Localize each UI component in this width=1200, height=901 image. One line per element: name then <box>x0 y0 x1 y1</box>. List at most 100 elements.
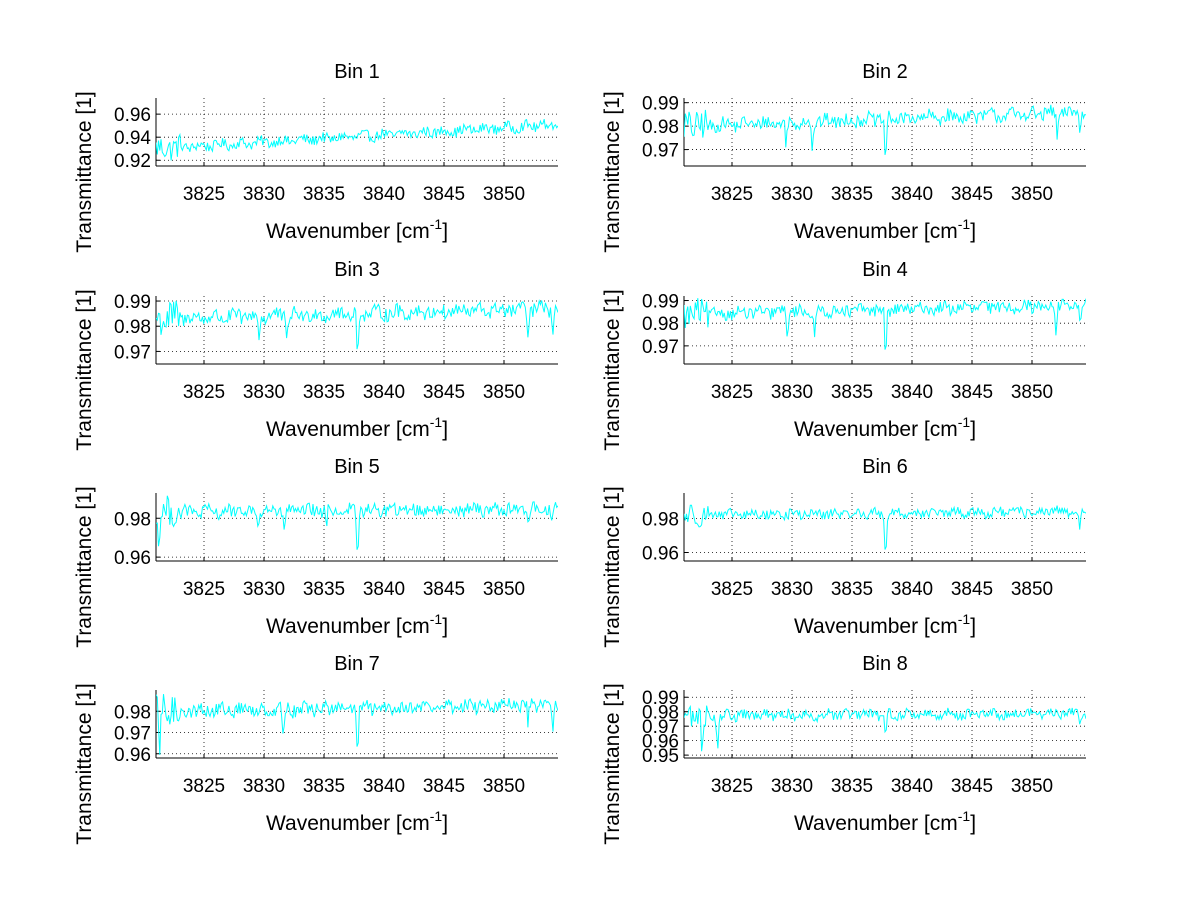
chart-8-ylabel: Transmittance [1] <box>601 683 624 844</box>
chart-6-xtick-label-2: 3835 <box>831 579 873 600</box>
chart-1-series-line <box>156 118 558 161</box>
chart-7-ytick-label-1: 0.97 <box>114 724 151 745</box>
chart-2-ytick-label-2: 0.99 <box>642 94 679 115</box>
chart-7-ytick-label-0: 0.96 <box>114 745 151 766</box>
chart-4-xtick-label-2: 3835 <box>831 382 873 403</box>
chart-1-xtick-label-4: 3845 <box>423 184 465 205</box>
chart-3-xlabel: Wavenumber [cm-1] <box>266 414 448 441</box>
chart-5-ytick-label-1: 0.98 <box>114 509 151 530</box>
chart-6-series-line <box>684 504 1086 550</box>
chart-2-xtick-label-1: 3830 <box>771 184 813 205</box>
chart-4-xtick-label-3: 3840 <box>891 382 933 403</box>
chart-6-xlabel: Wavenumber [cm-1] <box>794 611 976 638</box>
chart-5-xtick-label-4: 3845 <box>423 579 465 600</box>
chart-8-xlabel: Wavenumber [cm-1] <box>794 808 976 835</box>
chart-1-ytick-label-2: 0.96 <box>114 105 151 126</box>
chart-3-xtick-label-4: 3845 <box>423 382 465 403</box>
chart-1-xtick-label-5: 3850 <box>483 184 525 205</box>
chart-7-xlabel: Wavenumber [cm-1] <box>266 808 448 835</box>
chart-8-ytick-label-3: 0.98 <box>642 703 679 724</box>
chart-2-xtick-label-3: 3840 <box>891 184 933 205</box>
chart-5-series-line <box>156 495 558 550</box>
chart-1-ytick-label-1: 0.94 <box>114 128 151 149</box>
chart-5-xtick-label-2: 3835 <box>303 579 345 600</box>
chart-4-ytick-label-1: 0.98 <box>642 314 679 335</box>
chart-4-xtick-label-0: 3825 <box>711 382 753 403</box>
chart-3-xtick-label-2: 3835 <box>303 382 345 403</box>
chart-5: 3825 3830 3835 3840 3845 3850 0.96 0.98 Bin 5 Wav… <box>73 456 558 648</box>
chart-4-series-line <box>684 298 1086 350</box>
chart-5-xlabel: Wavenumber [cm-1] <box>266 611 448 638</box>
chart-1: 3825 3830 3835 3840 3845 3850 0.920.940.96 Bin … <box>73 61 558 253</box>
chart-7-ylabel: Transmittance [1] <box>73 683 96 844</box>
chart-6-xtick-label-0: 3825 <box>711 579 753 600</box>
chart-8-xtick-label-1: 3830 <box>771 776 813 797</box>
chart-3-xtick-label-1: 3830 <box>243 382 285 403</box>
chart-2-ylabel: Transmittance [1] <box>601 91 624 252</box>
chart-2-ytick-label-0: 0.97 <box>642 141 679 162</box>
chart-5-title: Bin 5 <box>334 456 380 478</box>
chart-5-xtick-label-1: 3830 <box>243 579 285 600</box>
chart-6-ytick-label-1: 0.98 <box>642 510 679 531</box>
chart-7-xtick-label-4: 3845 <box>423 776 465 797</box>
chart-4-xtick-label-4: 3845 <box>951 382 993 403</box>
chart-3: 3825 3830 3835 3840 3845 3850 0.97 0.98 0.99 Bin … <box>73 259 558 451</box>
chart-8-xtick-label-4: 3845 <box>951 776 993 797</box>
chart-3-ytick-label-1: 0.98 <box>114 317 151 338</box>
chart-7-ytick-label-2: 0.98 <box>114 702 151 723</box>
chart-5-xtick-label-5: 3850 <box>483 579 525 600</box>
chart-7-xtick-label-5: 3850 <box>483 776 525 797</box>
chart-6-xtick-label-1: 3830 <box>771 579 813 600</box>
chart-3-xtick-label-0: 3825 <box>183 382 225 403</box>
chart-2-xlabel: Wavenumber [cm-1] <box>794 216 976 243</box>
chart-6-xtick-label-5: 3850 <box>1011 579 1053 600</box>
chart-7-xtick-label-3: 3840 <box>363 776 405 797</box>
chart-2-ytick-label-1: 0.98 <box>642 117 679 138</box>
chart-2-title: Bin 2 <box>862 61 908 83</box>
chart-3-ylabel: Transmittance [1] <box>73 289 96 450</box>
chart-7-title: Bin 7 <box>334 653 380 675</box>
chart-8-ytick-label-2: 0.97 <box>642 717 679 738</box>
chart-3-title: Bin 3 <box>334 259 380 281</box>
chart-2-xtick-label-4: 3845 <box>951 184 993 205</box>
chart-4-title: Bin 4 <box>862 259 908 281</box>
chart-5-ylabel: Transmittance [1] <box>73 486 96 647</box>
chart-6: 3825 3830 3835 3840 3845 3850 0.96 0.98 Bin 6 Wav… <box>601 456 1086 648</box>
chart-1-title: Bin 1 <box>334 61 380 83</box>
chart-1-ylabel: Transmittance [1] <box>73 91 96 252</box>
chart-8-ytick-label-0: 0.95 <box>642 746 679 767</box>
chart-7-series-line <box>156 694 558 755</box>
chart-7-xtick-label-1: 3830 <box>243 776 285 797</box>
chart-3-ytick-label-0: 0.97 <box>114 342 151 363</box>
chart-4-xtick-label-5: 3850 <box>1011 382 1053 403</box>
chart-4-ytick-label-0: 0.97 <box>642 337 679 358</box>
chart-5-xtick-label-0: 3825 <box>183 579 225 600</box>
chart-1-xtick-label-1: 3830 <box>243 184 285 205</box>
chart-1-ytick-label-0: 0.92 <box>114 151 151 172</box>
chart-4: 3825 3830 3835 3840 3845 3850 0.970.980.99 Bin … <box>601 259 1086 451</box>
chart-6-xtick-label-3: 3840 <box>891 579 933 600</box>
chart-6-ytick-label-0: 0.96 <box>642 544 679 565</box>
chart-8-xtick-label-3: 3840 <box>891 776 933 797</box>
chart-4-ytick-label-2: 0.99 <box>642 292 679 313</box>
chart-6-title: Bin 6 <box>862 456 908 478</box>
chart-2-xtick-label-2: 3835 <box>831 184 873 205</box>
chart-8-xtick-label-5: 3850 <box>1011 776 1053 797</box>
chart-8-xtick-label-0: 3825 <box>711 776 753 797</box>
chart-2: 3825 3830 3835 3840 3845 3850 0.97 0.980.99 Bin … <box>601 61 1086 253</box>
chart-8-ytick-label-4: 0.99 <box>642 688 679 709</box>
chart-1-xtick-label-0: 3825 <box>183 184 225 205</box>
chart-4-xlabel: Wavenumber [cm-1] <box>794 414 976 441</box>
chart-3-xtick-label-3: 3840 <box>363 382 405 403</box>
chart-8-xtick-label-2: 3835 <box>831 776 873 797</box>
chart-3-ytick-label-2: 0.99 <box>114 292 151 313</box>
chart-2-xtick-label-5: 3850 <box>1011 184 1053 205</box>
chart-2-xtick-label-0: 3825 <box>711 184 753 205</box>
chart-7-xtick-label-2: 3835 <box>303 776 345 797</box>
chart-7-xtick-label-0: 3825 <box>183 776 225 797</box>
chart-1-xtick-label-3: 3840 <box>363 184 405 205</box>
chart-4-ylabel: Transmittance [1] <box>601 289 624 450</box>
chart-7: 3825 3830 3835 3840 3845 3850 0.960.970.98 Bin … <box>73 653 558 845</box>
chart-6-ylabel: Transmittance [1] <box>601 486 624 647</box>
